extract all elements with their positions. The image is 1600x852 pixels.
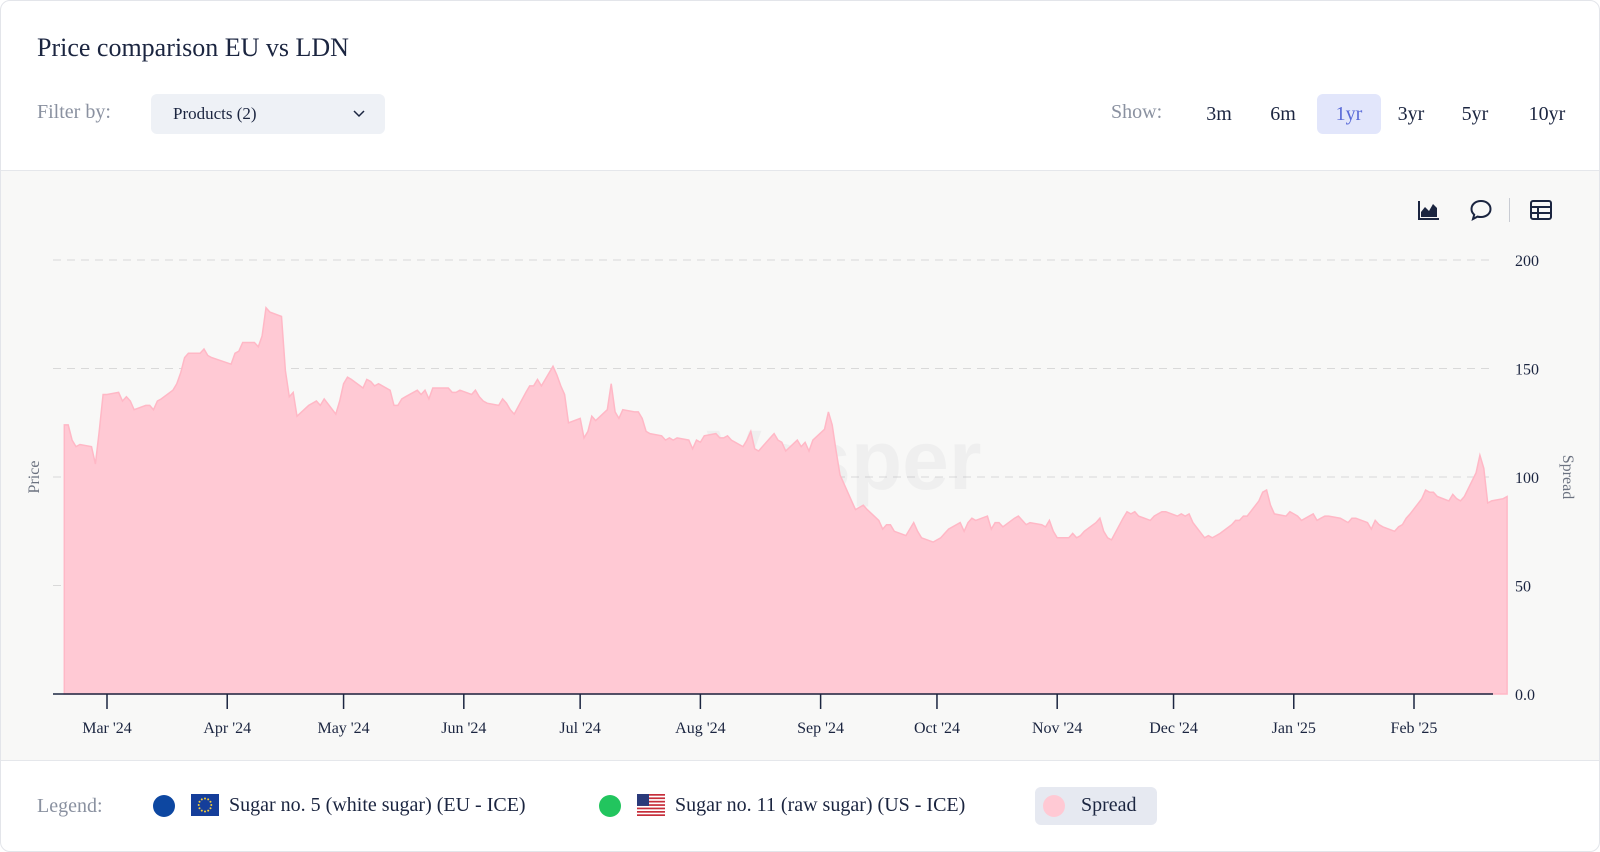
x-tick-label: Jan '25 bbox=[1272, 720, 1316, 737]
legend-item-sugar-no5[interactable]: Sugar no. 5 (white sugar) (EU - ICE) bbox=[229, 794, 526, 816]
range-6m-button[interactable]: 6m bbox=[1270, 103, 1296, 125]
y-axis-right-label: Spread bbox=[1559, 455, 1576, 499]
x-tick-label: May '24 bbox=[317, 720, 369, 737]
x-tick-label: Mar '24 bbox=[82, 720, 132, 737]
products-filter-dropdown[interactable]: Products (2) bbox=[151, 94, 385, 134]
legend-dot-sugar-no11 bbox=[599, 795, 621, 817]
range-10yr-button[interactable]: 10yr bbox=[1528, 103, 1566, 125]
y-tick-label: 150 bbox=[1515, 362, 1539, 379]
y-tick-label: 50 bbox=[1515, 579, 1531, 596]
page-title: Price comparison EU vs LDN bbox=[37, 33, 349, 62]
spread-area bbox=[63, 305, 1508, 695]
area-chart-icon[interactable] bbox=[1415, 196, 1443, 224]
x-tick-label: Jun '24 bbox=[441, 720, 486, 737]
x-tick-label: Feb '25 bbox=[1391, 720, 1438, 737]
x-tick-label: Dec '24 bbox=[1149, 720, 1198, 737]
table-icon[interactable] bbox=[1527, 196, 1555, 224]
x-tick-label: Apr '24 bbox=[203, 720, 251, 737]
legend-item-spread[interactable]: Spread bbox=[1035, 787, 1157, 825]
x-tick-label: Jul '24 bbox=[559, 720, 601, 737]
products-filter-value: Products (2) bbox=[173, 104, 257, 123]
range-1yr-button[interactable]: 1yr bbox=[1317, 94, 1381, 134]
x-tick-label: Nov '24 bbox=[1032, 720, 1082, 737]
range-5yr-button[interactable]: 5yr bbox=[1461, 103, 1489, 125]
x-tick-label: Oct '24 bbox=[914, 720, 960, 737]
eu-flag-icon bbox=[191, 794, 219, 816]
range-3m-button[interactable]: 3m bbox=[1206, 103, 1232, 125]
comment-icon[interactable] bbox=[1467, 196, 1495, 224]
legend-item-spread-label: Spread bbox=[1081, 794, 1137, 816]
us-flag-icon bbox=[637, 794, 665, 816]
legend-dot-sugar-no5 bbox=[153, 795, 175, 817]
legend-item-sugar-no11[interactable]: Sugar no. 11 (raw sugar) (US - ICE) bbox=[675, 794, 966, 816]
range-3yr-button[interactable]: 3yr bbox=[1397, 103, 1425, 125]
y-tick-label: 0.0 bbox=[1515, 687, 1535, 704]
x-tick-label: Sep '24 bbox=[797, 720, 844, 737]
y-tick-label: 200 bbox=[1515, 253, 1539, 270]
legend-label: Legend: bbox=[37, 795, 103, 817]
filter-label: Filter by: bbox=[37, 101, 111, 123]
legend-dot-spread bbox=[1043, 795, 1065, 817]
y-tick-label: 100 bbox=[1515, 470, 1539, 487]
x-tick-label: Aug '24 bbox=[675, 720, 725, 737]
toolbar-divider bbox=[1509, 198, 1510, 222]
y-axis-left-label: Price bbox=[26, 461, 43, 494]
show-label: Show: bbox=[1111, 101, 1163, 123]
chevron-down-icon bbox=[353, 110, 365, 118]
